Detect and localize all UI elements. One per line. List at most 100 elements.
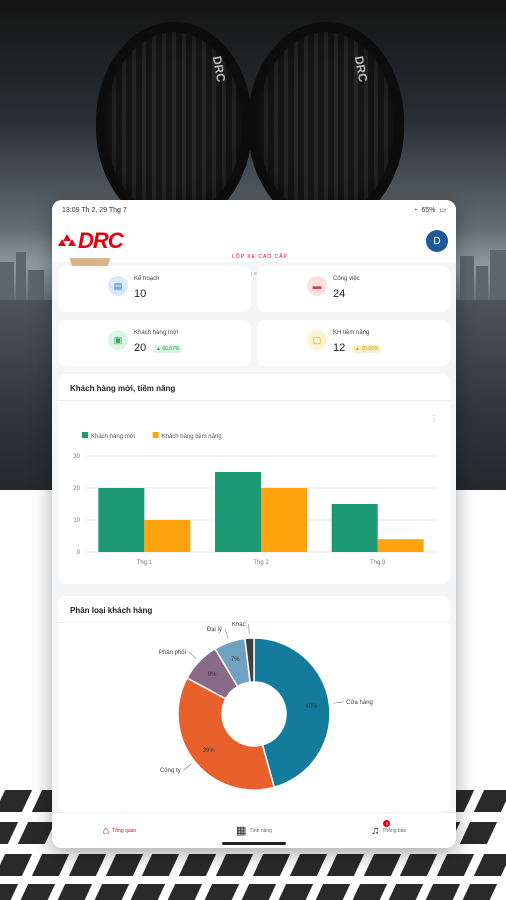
card-divider (58, 400, 450, 401)
slice-category-label: Đại lý (207, 627, 222, 633)
slice-value-label: 48% (305, 704, 318, 710)
kpi-label: Kế hoạch (134, 276, 160, 282)
growth-badge: ▲ 66.67% (153, 345, 183, 353)
kpi-value: 20 (134, 342, 147, 354)
dashboard-content[interactable]: ▤ Kế hoạch 10 ▬ Công việc 24 ▣ Khách hàn… (52, 262, 456, 812)
plan-icon: ▤ (108, 276, 128, 296)
tread-block (386, 884, 424, 900)
bar-chart: Khách hàng mới Khách hàng tiềm năng 0 10 20 3… (73, 432, 436, 566)
pie-slice (177, 676, 276, 791)
kpi-card-plan[interactable]: ▤ Kế hoạch 10 (58, 266, 251, 312)
slice-leader-line (224, 628, 229, 639)
slice-leader-line (188, 651, 197, 659)
tread-block (0, 790, 32, 812)
bar (261, 488, 307, 552)
kpi-card-task[interactable]: ▬ Công việc 24 (257, 266, 450, 312)
nav-label: Tính năng (249, 827, 272, 834)
banner-subtitle: LỐP XE CAO CẤP (232, 254, 288, 260)
new-potential-customers-card: Khách hàng mới, tiềm năng ⋮ Khách hàng m… (58, 374, 450, 584)
tread-block (460, 884, 498, 900)
slice-value-label: 9% (208, 672, 217, 678)
avatar[interactable]: D (426, 230, 448, 252)
card-title: Khách hàng mới, tiềm năng (70, 384, 176, 393)
tread-block (326, 854, 364, 876)
nav-features[interactable]: ▦ Tính năng (187, 813, 322, 848)
tread-block (275, 884, 313, 900)
tread-block (437, 854, 475, 876)
legend-swatch (82, 432, 88, 438)
tread-block (474, 854, 506, 876)
tread-block (474, 790, 506, 812)
y-tick-label: 20 (73, 486, 80, 492)
nav-label: Tổng quan (112, 827, 137, 834)
legend-label: Khách hàng mới (91, 434, 135, 440)
slice-leader-line (248, 624, 250, 635)
tread-block (216, 854, 254, 876)
growth-badge: ▲ 20.00% (352, 345, 382, 353)
tread-block (312, 884, 350, 900)
tread-block (91, 884, 129, 900)
kpi-grid: ▤ Kế hoạch 10 ▬ Công việc 24 ▣ Khách hàn… (58, 266, 450, 366)
pie-chart: 48% Cửa hàng 39% Công ty 9% Phân phối 7% Đại lý… (159, 622, 373, 791)
tread-block (142, 854, 180, 876)
nav-overview[interactable]: ⌂ Tổng quan (52, 813, 187, 848)
slice-leader-line (183, 763, 192, 771)
home-indicator[interactable] (222, 842, 286, 845)
tread-block (238, 884, 277, 900)
tread-block (128, 884, 166, 900)
nav-notifications[interactable]: ♫ 9 Thông báo (321, 813, 456, 848)
y-tick-label: 10 (73, 518, 80, 524)
battery-icon: ▭ (439, 207, 446, 214)
tire-left: DRC (96, 22, 252, 227)
tread-block (68, 854, 106, 876)
tire-right: DRC (248, 22, 404, 227)
tread-block (17, 822, 55, 844)
nav-label: Thông báo (382, 827, 407, 834)
tread-block (31, 854, 69, 876)
status-bar: 13:09 Th 2, 29 Thg 7 ◔ 65% ▭ (52, 200, 456, 220)
drc-logo: DRC (58, 228, 124, 254)
kpi-value: 12 (333, 342, 346, 354)
new-customer-icon: ▣ (108, 330, 128, 350)
home-icon: ⌂ (102, 824, 110, 837)
tread-block (289, 854, 327, 876)
carousel-dot[interactable] (254, 272, 257, 275)
notification-badge: 9 (383, 820, 391, 827)
tread-block (363, 854, 401, 876)
tread-block (400, 854, 438, 876)
slice-category-label: Khác (232, 622, 246, 628)
bar (215, 472, 261, 552)
customer-classification-card: Phân loại khách hàng 48% Cửa hàng 39% Công … (58, 596, 450, 812)
x-tick-label: Thg 2 (253, 560, 269, 566)
slice-value-label: 7% (231, 657, 240, 663)
app-screen: 13:09 Th 2, 29 Thg 7 ◔ 65% ▭ DRC D LỐP X… (52, 200, 456, 848)
y-tick-label: 0 (77, 550, 81, 556)
slice-category-label: Phân phối (159, 650, 186, 656)
slice-category-label: Cửa hàng (346, 699, 373, 706)
card-divider (58, 622, 450, 623)
tread-block (252, 854, 291, 876)
tread-pattern (0, 884, 498, 900)
kpi-card-new-customers[interactable]: ▣ Khách hàng mới 20 ▲ 66.67% (58, 320, 251, 366)
tread-block (349, 884, 387, 900)
x-tick-label: Thg 3 (370, 560, 386, 566)
legend-label: Khách hàng tiềm năng (162, 434, 222, 440)
bell-icon: ♫ (371, 824, 380, 837)
more-options-icon[interactable]: ⋮ (430, 414, 438, 423)
potential-customer-icon: ▢ (307, 330, 327, 350)
status-icons: ◔ 65% ▭ (413, 206, 446, 215)
grid-icon: ▦ (236, 825, 247, 837)
x-tick-label: Thg 1 (137, 560, 153, 566)
kpi-card-potential-customers[interactable]: ▢ KH tiềm năng 12 ▲ 20.00% (257, 320, 450, 366)
logo-text: DRC (78, 228, 124, 253)
tread-block (460, 822, 498, 844)
tread-block (179, 854, 217, 876)
tread-block (0, 884, 18, 900)
bar (144, 520, 191, 552)
pie-slice (253, 637, 331, 789)
tread-block (0, 854, 32, 876)
card-title: Phân loại khách hàng (70, 606, 153, 615)
app-header: DRC D LỐP XE CAO CẤP (52, 220, 456, 275)
tread-block (17, 884, 55, 900)
tread-block (105, 854, 143, 876)
